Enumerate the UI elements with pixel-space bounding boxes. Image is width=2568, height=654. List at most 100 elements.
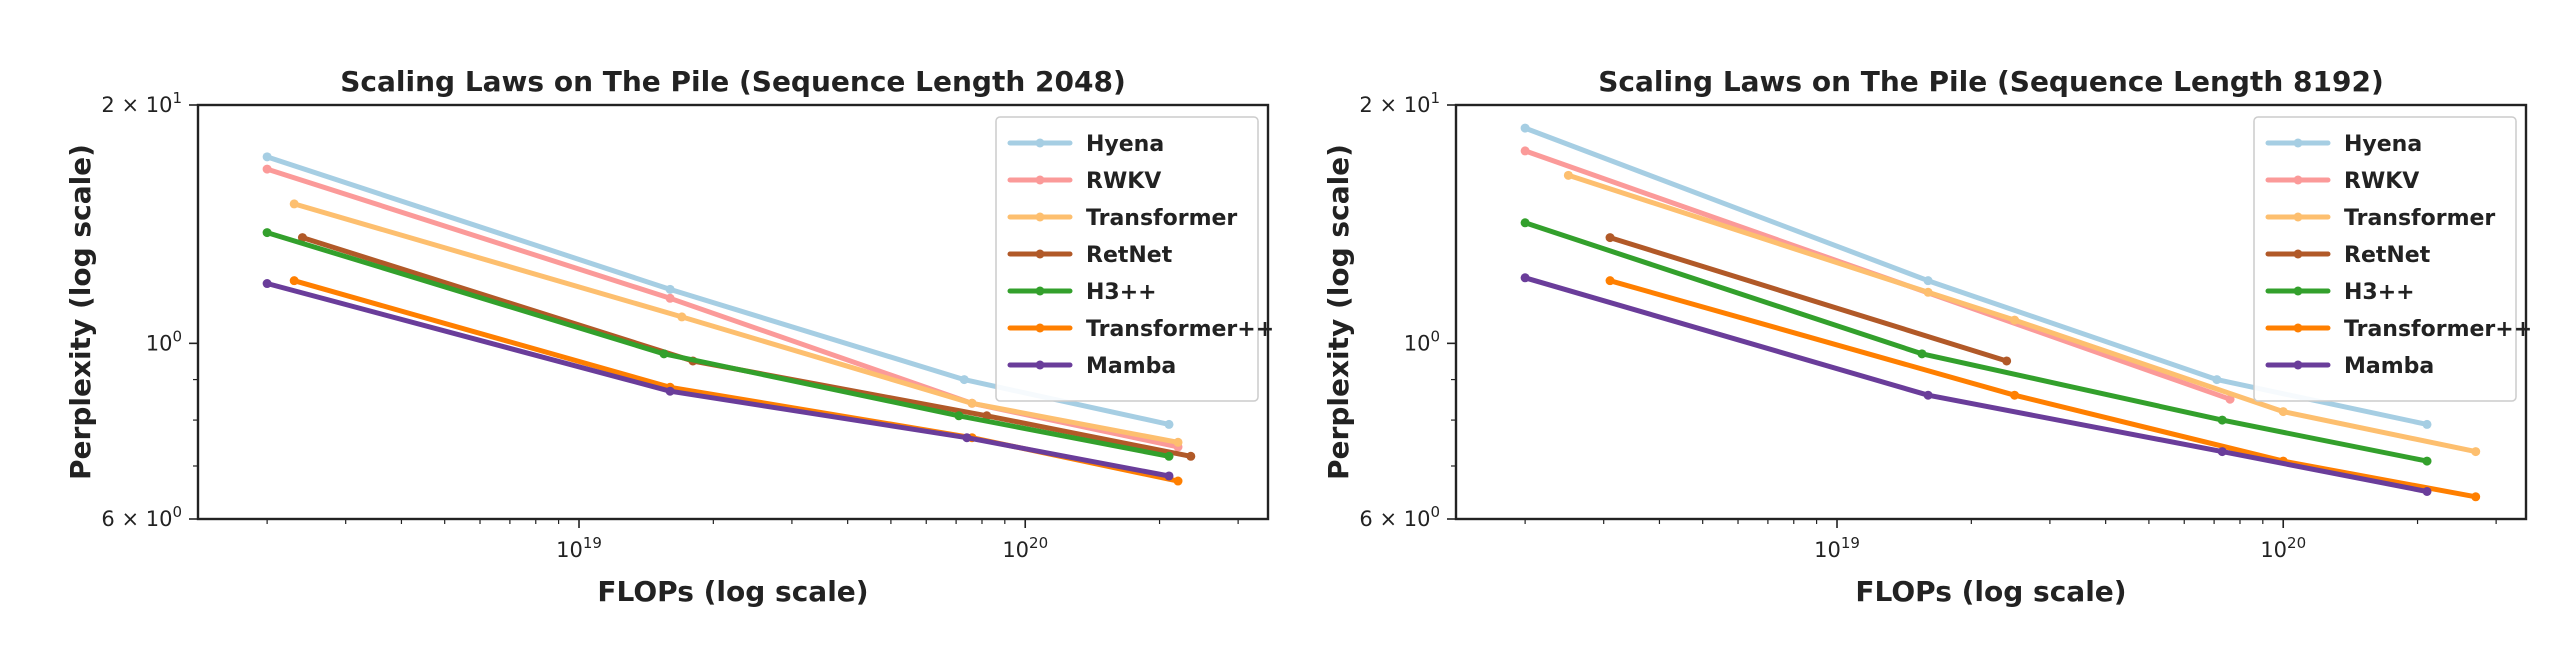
- legend-label: H3++: [1086, 280, 1157, 305]
- series-line: [1522, 275, 2430, 494]
- legend-marker: [2293, 286, 2303, 296]
- series-transformer: [1563, 170, 2481, 457]
- x-tick-exponent: 19: [583, 534, 602, 552]
- y-tick-label: 6 × 100: [101, 503, 182, 531]
- y-tick-exponent: 0: [1430, 327, 1440, 345]
- y-tick-label: 6 × 100: [1359, 503, 1440, 531]
- legend-label: H3++: [2344, 280, 2415, 305]
- legend-marker: [2293, 360, 2303, 370]
- y-tick-label: 2 × 101: [101, 89, 182, 117]
- data-point: [959, 375, 969, 385]
- data-point: [1164, 471, 1174, 481]
- legend-marker: [1035, 212, 1045, 222]
- chart-panel-2: Scaling Laws on The Pile (Sequence Lengt…: [1322, 65, 2532, 608]
- data-point: [954, 411, 964, 421]
- y-tick-label: 100: [146, 327, 182, 355]
- data-point: [2422, 456, 2432, 466]
- legend-entry: Transformer: [1007, 206, 1237, 231]
- legend-entry: RetNet: [2265, 243, 2431, 268]
- y-tick-label: 2 × 101: [1359, 89, 1440, 117]
- plot-frame: [1454, 103, 2528, 521]
- y-tick-label: 100: [1404, 327, 1440, 355]
- data-point: [2471, 492, 2481, 502]
- legend-marker: [1035, 249, 1045, 259]
- legend-label: RWKV: [1086, 169, 1161, 194]
- data-point: [1605, 276, 1615, 286]
- y-tick-base: 6 × 10: [101, 507, 172, 531]
- x-tick-base: 10: [1002, 538, 1029, 562]
- legend-label: RetNet: [1086, 243, 1173, 268]
- data-point: [2225, 394, 2235, 404]
- series-line: [264, 230, 1172, 459]
- data-point: [665, 293, 675, 303]
- x-axis-label: FLOPs (log scale): [597, 575, 868, 608]
- data-point: [1520, 218, 1530, 228]
- data-point: [1164, 419, 1174, 429]
- y-tick-exponent: 0: [1430, 503, 1440, 521]
- data-point: [1164, 451, 1174, 461]
- data-point: [2002, 356, 2012, 366]
- y-tick-base: 10: [146, 331, 173, 355]
- data-point: [1520, 123, 1530, 133]
- data-point: [962, 433, 972, 443]
- x-tick-label: 1020: [2260, 534, 2306, 562]
- data-point: [1923, 276, 1933, 286]
- y-axis-label: Perplexity (log scale): [64, 144, 97, 480]
- legend-entry: RetNet: [1007, 243, 1173, 268]
- legend-marker: [2293, 323, 2303, 333]
- legend-label: RetNet: [2344, 243, 2431, 268]
- legend-label: Transformer++: [1086, 317, 1274, 342]
- series-line: [1522, 220, 2430, 464]
- legend: Hyena RWKV Transformer RetNet H3++ Transforme…: [2253, 116, 2532, 402]
- data-point: [297, 233, 307, 243]
- data-point: [1520, 146, 1530, 156]
- x-tick-base: 10: [1814, 538, 1841, 562]
- data-point: [2217, 415, 2227, 425]
- series-retnet: [1605, 233, 2012, 366]
- data-point: [982, 411, 992, 421]
- legend-label: Mamba: [1086, 354, 1176, 379]
- x-tick-exponent: 20: [1029, 534, 1048, 552]
- data-point: [677, 312, 687, 322]
- legend-marker: [1035, 323, 1045, 333]
- y-tick-base: 2 × 10: [101, 93, 172, 117]
- data-point: [2010, 315, 2020, 325]
- legend-entry: Hyena: [2265, 132, 2422, 157]
- legend-marker: [1035, 175, 1045, 185]
- x-tick-label: 1019: [556, 534, 602, 562]
- legend-entry: H3++: [1007, 280, 1157, 305]
- legend-label: Mamba: [2344, 354, 2434, 379]
- data-point: [1923, 390, 1933, 400]
- x-tick-base: 10: [556, 538, 583, 562]
- legend-marker: [1035, 360, 1045, 370]
- chart-panel-1: Scaling Laws on The Pile (Sequence Lengt…: [64, 65, 1274, 608]
- plot-frame: [196, 103, 1270, 521]
- x-tick-label: 1019: [1814, 534, 1860, 562]
- x-tick-base: 10: [2260, 538, 2287, 562]
- legend-entry: RWKV: [2265, 169, 2419, 194]
- legend-marker: [2293, 212, 2303, 222]
- x-tick-exponent: 20: [2287, 534, 2306, 552]
- y-tick-exponent: 1: [1430, 89, 1440, 107]
- legend-label: Hyena: [1086, 132, 1164, 157]
- legend-entry: H3++: [2265, 280, 2415, 305]
- legend-marker: [2293, 175, 2303, 185]
- y-tick-exponent: 1: [172, 89, 182, 107]
- legend-label: RWKV: [2344, 169, 2419, 194]
- series-h3pp: [1520, 218, 2432, 466]
- data-point: [262, 164, 272, 174]
- legend: Hyena RWKV Transformer RetNet H3++ Transforme…: [995, 116, 1274, 402]
- data-point: [1563, 170, 1573, 180]
- data-point: [1923, 287, 1933, 297]
- data-point: [665, 386, 675, 396]
- legend-entry: Transformer: [2265, 206, 2495, 231]
- legend-marker: [2293, 249, 2303, 259]
- data-point: [1520, 273, 1530, 283]
- series-line: [1522, 125, 2430, 427]
- legend-entry: RWKV: [1007, 169, 1161, 194]
- data-point: [1173, 476, 1183, 486]
- y-tick-exponent: 0: [172, 503, 182, 521]
- data-point: [1917, 349, 1927, 359]
